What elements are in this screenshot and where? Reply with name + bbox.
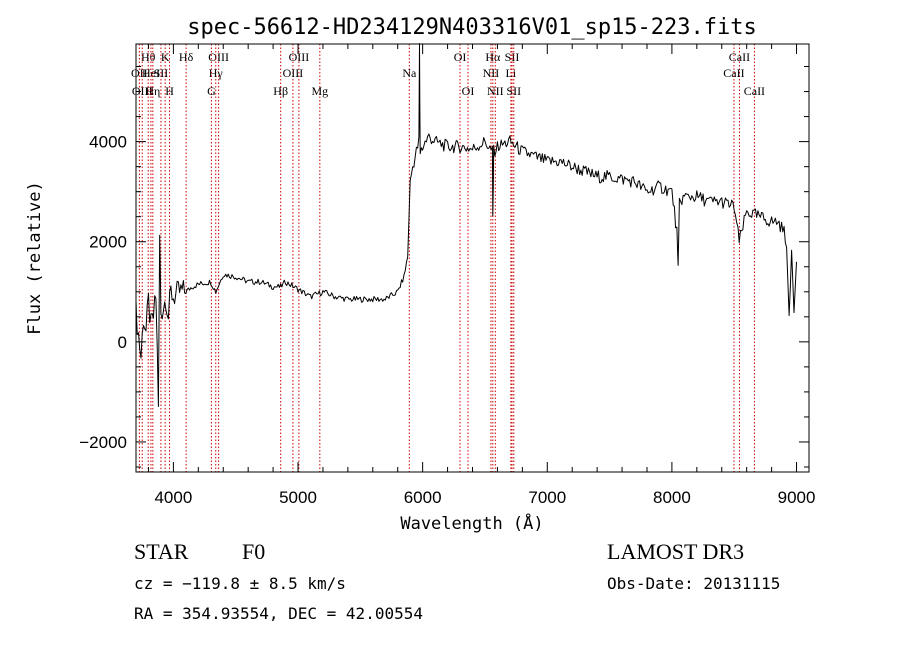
y-tick-label: −2000 bbox=[79, 433, 127, 452]
x-tick-label: 5000 bbox=[279, 488, 317, 507]
x-tick-label: 7000 bbox=[528, 488, 566, 507]
spectral-line-label: Hα bbox=[485, 50, 501, 64]
spectral-line-label: SII bbox=[505, 50, 520, 64]
spectral-line-label: CaII bbox=[723, 66, 744, 80]
spectral-line-label: Li bbox=[506, 66, 517, 80]
y-tick-label: 4000 bbox=[89, 133, 127, 152]
spectral-line-label: OIII bbox=[208, 50, 229, 64]
coordinates: RA = 354.93554, DEC = 42.00554 bbox=[134, 604, 423, 623]
x-tick-label: 9000 bbox=[778, 488, 816, 507]
survey-name: LAMOST DR3 bbox=[607, 539, 745, 564]
subclass: F0 bbox=[242, 539, 266, 564]
spectral-line-label: Na bbox=[402, 66, 417, 80]
spectral-line-label: NII bbox=[483, 66, 500, 80]
axis-ticks-layer: 4000 5000 6000 7000 8000 9000 −2000 0 2000 4000 bbox=[79, 44, 815, 507]
spectral-line-label: K bbox=[161, 50, 170, 64]
spectral-line-label: Hδ bbox=[179, 50, 194, 64]
spectral-line-label: SII bbox=[154, 66, 169, 80]
spectral-line-label: Mg bbox=[311, 84, 328, 98]
x-tick-label: 6000 bbox=[404, 488, 442, 507]
spectral-line-label: OI bbox=[454, 50, 467, 64]
x-tick-label: 4000 bbox=[154, 488, 192, 507]
x-tick-label: 8000 bbox=[653, 488, 691, 507]
spectral-line-label: OIII bbox=[132, 84, 153, 98]
chart-title: spec-56612-HD234129N403316V01_sp15-223.f… bbox=[187, 15, 757, 40]
spectral-line-label: OII bbox=[131, 66, 148, 80]
spectrum-series-line bbox=[135, 43, 797, 407]
spectral-line-label: G bbox=[207, 84, 216, 98]
spectral-line-label: CaII bbox=[744, 84, 765, 98]
redshift-cz: cz = −119.8 ± 8.5 km/s bbox=[134, 574, 346, 593]
spectral-line-label: Hβ bbox=[273, 84, 288, 98]
y-axis-label: Flux (relative) bbox=[25, 181, 45, 335]
spectral-line-label: OIII bbox=[283, 66, 304, 80]
spectral-line-label: NII bbox=[487, 84, 504, 98]
spectral-line-label: HeI bbox=[142, 66, 160, 80]
spectrum-layer bbox=[135, 43, 797, 407]
y-tick-label: 0 bbox=[118, 333, 127, 352]
object-class: STAR bbox=[134, 539, 189, 564]
plot-frame bbox=[135, 43, 810, 473]
y-tick-label: 2000 bbox=[89, 233, 127, 252]
spectral-line-label: H bbox=[165, 84, 174, 98]
spectral-line-label: OIII bbox=[289, 50, 310, 64]
spectral-line-label: CaII bbox=[729, 50, 750, 64]
x-axis-label: Wavelength (Å) bbox=[400, 512, 543, 534]
spectral-line-label: Hγ bbox=[209, 66, 224, 80]
spectral-line-label: Hη bbox=[145, 84, 160, 98]
spectral-line-label: Hθ bbox=[141, 50, 156, 64]
spectral-line-label: OI bbox=[462, 84, 475, 98]
observation-date: Obs-Date: 20131115 bbox=[607, 574, 781, 593]
spectral-line-label: SII bbox=[506, 84, 521, 98]
